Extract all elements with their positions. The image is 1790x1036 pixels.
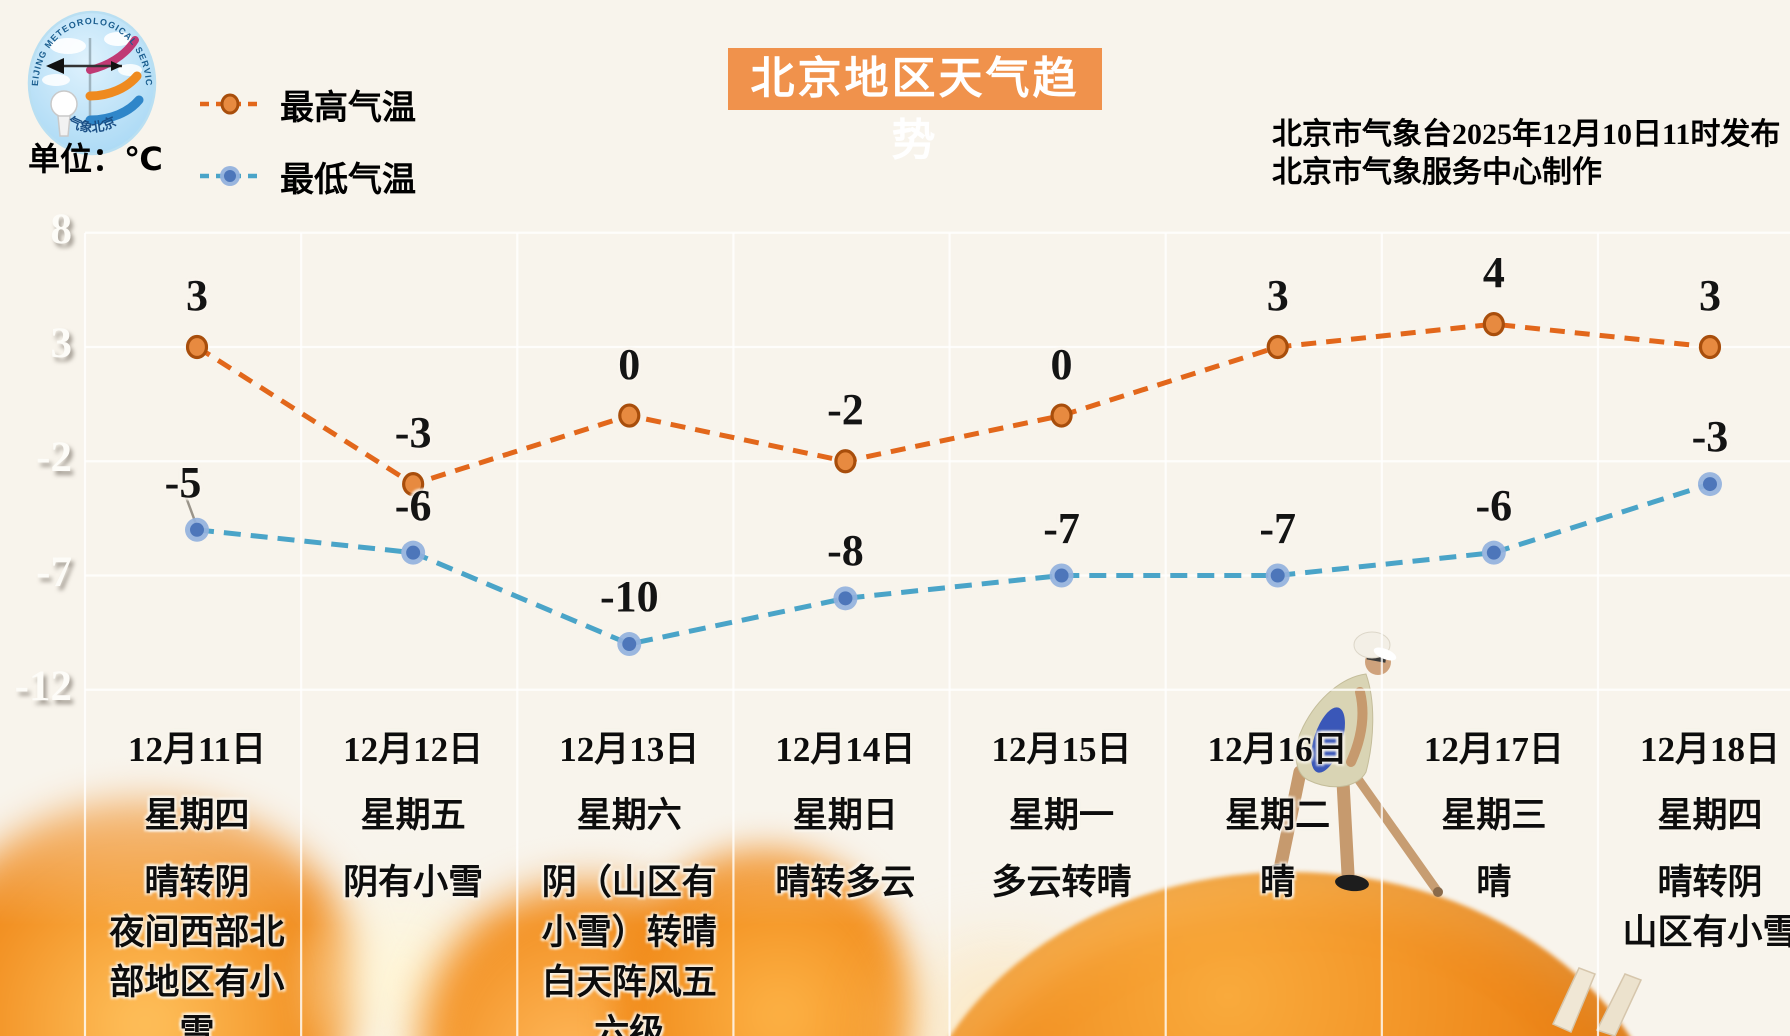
max-temp-point xyxy=(618,403,641,428)
white-planks xyxy=(1551,967,1643,1036)
max-temp-point xyxy=(1482,312,1505,337)
max-temp-point xyxy=(1266,334,1289,360)
max-temp-legend-marker-icon xyxy=(200,93,260,115)
beijing-meteorological-service-logo: BEIJING METEOROLOGICAL SERVICE 气象北京 xyxy=(26,8,157,156)
unit-label: 单位：℃ xyxy=(28,141,163,177)
legend: 最高气温 最低气温 xyxy=(198,82,416,226)
legend-item-max: 最高气温 xyxy=(198,82,416,127)
max-temp-point xyxy=(185,334,209,360)
min-temp-point xyxy=(406,545,421,560)
logo-bottom-text: 气象北京 xyxy=(66,114,118,135)
legend-label-min: 最低气温 xyxy=(280,160,416,199)
min-temp-point xyxy=(1270,568,1285,583)
max-temp-point xyxy=(834,449,857,474)
release-info: 北京市气象台2025年12月10日11时发布 北京市气象服务中心制作 xyxy=(1272,116,1780,192)
min-temp-legend-marker-icon xyxy=(200,166,260,186)
release-line-2: 北京市气象服务中心制作 xyxy=(1272,156,1602,189)
min-temp-point xyxy=(1702,477,1717,492)
legend-label-max: 最高气温 xyxy=(280,88,416,127)
max-temp-point xyxy=(402,472,425,497)
min-temp-point xyxy=(1054,568,1069,583)
release-line-1: 北京市气象台2025年12月10日11时发布 xyxy=(1272,118,1781,151)
min-temp-point xyxy=(190,522,204,537)
max-temp-line xyxy=(195,321,1711,487)
legend-item-min: 最低气温 xyxy=(198,154,416,199)
min-temp-line xyxy=(196,481,1711,647)
max-temp-point xyxy=(1050,403,1073,428)
svg-text:气象北京: 气象北京 xyxy=(66,114,118,135)
min-temp-point xyxy=(622,637,637,652)
max-temp-point xyxy=(1698,334,1722,360)
min-temp-point xyxy=(838,591,853,606)
photo-haze xyxy=(0,595,1790,925)
min-temp-point xyxy=(1486,545,1501,560)
page-title: 北京地区天气趋势 xyxy=(728,48,1102,165)
